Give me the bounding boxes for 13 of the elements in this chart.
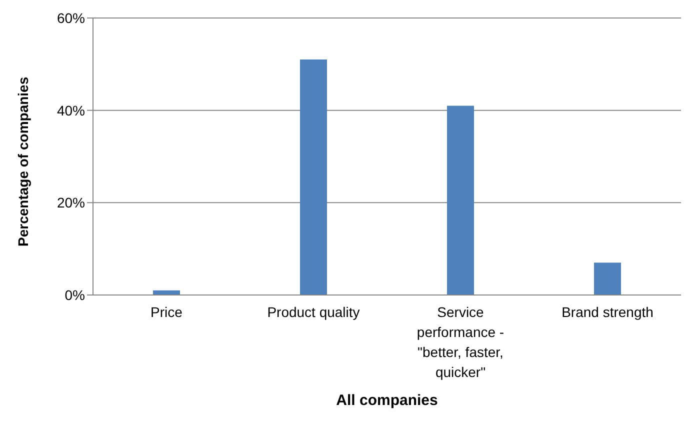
bar (594, 262, 621, 295)
x-axis-title: All companies (336, 392, 438, 409)
y-tick-label: 20% (56, 194, 85, 211)
x-tick-label: Brand strength (562, 304, 654, 320)
y-axis-title: Percentage of companies (14, 76, 31, 246)
bar (300, 60, 327, 295)
y-tick-label: 0% (64, 286, 85, 303)
y-tick-label: 40% (56, 102, 85, 118)
bar (447, 106, 474, 295)
x-tick-label: Service performance - "better, faster, quicker" (416, 304, 504, 380)
x-tick-label: Price (150, 304, 183, 320)
y-tick-label: 60% (56, 10, 85, 26)
x-tick-label: Product quality (267, 304, 360, 320)
